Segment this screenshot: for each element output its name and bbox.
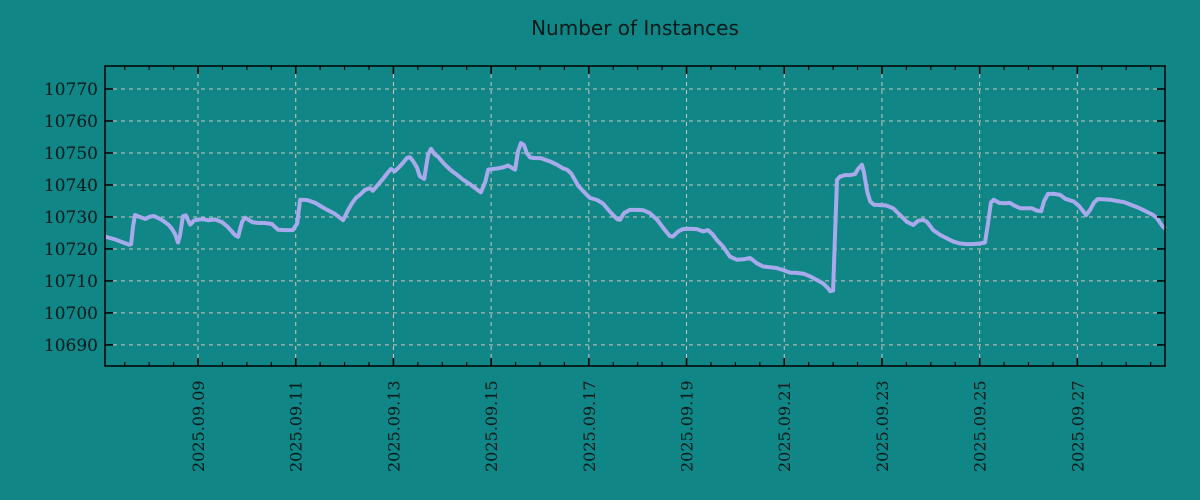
y-axis-tick-label: 10710 xyxy=(44,272,98,292)
plot-frame xyxy=(104,65,1166,367)
y-axis-tick-label: 10690 xyxy=(44,336,98,356)
y-axis-tick-label: 10700 xyxy=(44,304,98,324)
x-axis-tick-label: 2025.09.09 xyxy=(189,380,208,472)
chart-title: Number of Instances xyxy=(531,16,739,40)
x-axis-tick-label: 2025.09.27 xyxy=(1068,380,1087,472)
x-axis-tick-label: 2025.09.17 xyxy=(580,380,599,472)
series-line-instances xyxy=(104,141,1167,294)
y-axis-tick-label: 10720 xyxy=(44,240,98,260)
y-axis-tick-label: 10760 xyxy=(44,112,98,132)
y-axis-tick-label: 10740 xyxy=(44,176,98,196)
x-axis-tick-label: 2025.09.21 xyxy=(775,380,794,472)
x-axis-tick-label: 2025.09.11 xyxy=(287,380,306,472)
x-axis-tick-label: 2025.09.19 xyxy=(678,380,697,472)
x-axis-tick-label: 2025.09.13 xyxy=(384,380,403,472)
x-axis-tick-label: 2025.09.23 xyxy=(873,380,892,472)
y-axis-tick-label: 10730 xyxy=(44,208,98,228)
x-axis-tick-label: 2025.09.25 xyxy=(971,380,990,472)
x-axis-tick-label: 2025.09.15 xyxy=(482,380,501,472)
y-axis-tick-label: 10770 xyxy=(44,80,98,100)
y-axis-tick-label: 10750 xyxy=(44,144,98,164)
